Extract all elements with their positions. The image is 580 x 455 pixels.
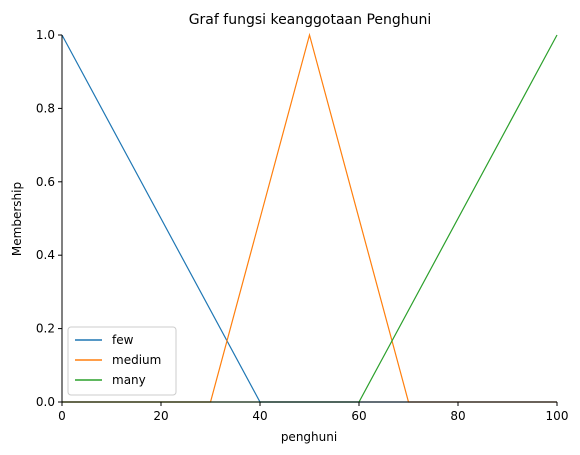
y-axis-label: Membership (10, 182, 24, 256)
legend-label-medium: medium (112, 353, 161, 367)
x-axis-label: penghuni (281, 430, 337, 444)
y-tick-label: 0.2 (36, 322, 55, 336)
y-tick-label: 0.8 (36, 101, 55, 115)
y-tick-label: 1.0 (36, 28, 55, 42)
x-ticks: 0 20 40 60 80 100 (58, 402, 568, 423)
legend-frame (67, 326, 177, 396)
x-tick-label: 0 (58, 409, 66, 423)
y-tick-label: 0.6 (36, 175, 55, 189)
x-tick-label: 60 (351, 409, 366, 423)
y-ticks: 0.0 0.2 0.4 0.6 0.8 1.0 (36, 28, 62, 409)
legend: few medium many (67, 326, 177, 396)
y-tick-label: 0.0 (36, 395, 55, 409)
x-tick-label: 80 (450, 409, 465, 423)
chart-title: Graf fungsi keanggotaan Penghuni (189, 12, 432, 28)
x-tick-label: 100 (546, 409, 569, 423)
legend-label-few: few (112, 333, 134, 347)
x-tick-label: 20 (153, 409, 168, 423)
y-tick-label: 0.4 (36, 248, 55, 262)
x-tick-label: 40 (252, 409, 267, 423)
legend-label-many: many (112, 373, 146, 387)
